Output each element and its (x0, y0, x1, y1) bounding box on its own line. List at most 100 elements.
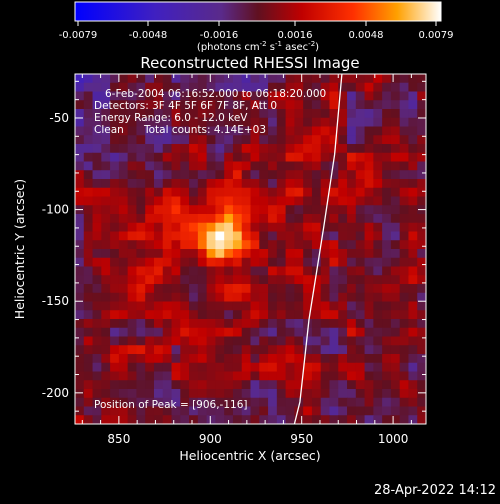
heatmap-cell (355, 415, 366, 424)
heatmap-cell (241, 214, 252, 224)
heatmap-cell (101, 126, 111, 136)
heatmap-cell (224, 196, 234, 206)
heatmap-cell (162, 205, 173, 215)
heatmap-cell (118, 292, 129, 303)
heatmap-cell (232, 196, 243, 206)
heatmap-cell (110, 257, 120, 268)
heatmap-cell (171, 406, 181, 416)
heatmap-cell (110, 275, 120, 285)
heatmap-cell (276, 74, 287, 84)
heatmap-cell (382, 345, 392, 355)
heatmap-cell (101, 415, 111, 424)
heatmap-cell (329, 82, 339, 93)
heatmap-cell (92, 275, 102, 285)
heatmap-cell (224, 231, 234, 241)
heatmap-cell (145, 389, 155, 399)
heatmap-cell (232, 249, 243, 259)
heatmap-cell (92, 354, 102, 364)
heatmap-cell (320, 231, 331, 241)
heatmap-cell (329, 196, 339, 206)
heatmap-cell (408, 135, 418, 145)
heatmap-cell (92, 327, 102, 338)
heatmap-cell (373, 179, 383, 189)
heatmap-cell (197, 91, 208, 101)
heatmap-cell (101, 214, 111, 224)
heatmap-cell (189, 214, 199, 224)
heatmap-cell (259, 109, 269, 119)
heatmap-cell (250, 380, 260, 390)
heatmap-cell (276, 187, 287, 198)
heatmap-cell (232, 152, 243, 163)
heatmap-cell (355, 292, 366, 303)
heatmap-cell (338, 196, 348, 206)
heatmap-cell (364, 257, 374, 268)
heatmap-cell (347, 144, 357, 154)
heatmap-cell (153, 310, 164, 320)
heatmap-cell (224, 310, 234, 320)
heatmap-cell (136, 257, 146, 268)
heatmap-cell (382, 406, 392, 416)
heatmap-cell (285, 249, 295, 259)
heatmap-cell (364, 354, 374, 364)
info-peak-position: Position of Peak = [906,-116] (94, 399, 248, 411)
heatmap-cell (127, 240, 138, 250)
heatmap-cell (83, 82, 94, 93)
heatmap-cell (303, 152, 313, 163)
heatmap-cell (110, 284, 120, 294)
heatmap-cell (338, 117, 348, 128)
heatmap-cell (171, 266, 181, 276)
heatmap-cell (268, 187, 278, 198)
heatmap-cell (136, 292, 146, 303)
heatmap-cell (382, 74, 392, 84)
heatmap-cell (250, 336, 260, 346)
heatmap-cell (285, 82, 295, 93)
heatmap-cell (373, 301, 383, 311)
heatmap-cell (408, 82, 418, 93)
heatmap-cell (145, 275, 155, 285)
heatmap-cell (92, 310, 102, 320)
heatmap-cell (92, 362, 102, 373)
heatmap-cell (268, 319, 278, 329)
heatmap-cell (347, 415, 357, 424)
heatmap-cell (162, 82, 173, 93)
heatmap-cell (110, 179, 120, 189)
heatmap-cell (303, 319, 313, 329)
heatmap-cell (417, 371, 426, 381)
heatmap-cell (206, 362, 217, 373)
heatmap-cell (127, 100, 138, 110)
heatmap-cell (276, 240, 287, 250)
heatmap-cell (250, 249, 260, 259)
heatmap-cell (268, 74, 278, 84)
heatmap-cell (417, 292, 426, 303)
heatmap-cell (189, 152, 199, 163)
heatmap-cell (189, 292, 199, 303)
heatmap-cell (347, 74, 357, 84)
heatmap-cell (355, 257, 366, 268)
heatmap-cell (189, 135, 199, 145)
heatmap-cell (373, 214, 383, 224)
heatmap-cell (206, 327, 217, 338)
heatmap-cell (373, 117, 383, 128)
heatmap-cell (145, 354, 155, 364)
heatmap-cell (259, 100, 269, 110)
heatmap-cell (303, 380, 313, 390)
heatmap-cell (206, 292, 217, 303)
heatmap-cell (241, 187, 252, 198)
heatmap-cell (197, 292, 208, 303)
heatmap-cell (390, 135, 401, 145)
heatmap-cell (224, 380, 234, 390)
heatmap-cell (311, 284, 322, 294)
heatmap-cell (101, 222, 111, 233)
heatmap-cell (75, 161, 85, 171)
heatmap-cell (145, 327, 155, 338)
heatmap-cell (250, 152, 260, 163)
heatmap-cell (382, 415, 392, 424)
heatmap-cell (259, 196, 269, 206)
heatmap-cell (399, 345, 410, 355)
heatmap-cell (162, 362, 173, 373)
heatmap-cell (329, 74, 339, 84)
heatmap-cell (136, 74, 146, 84)
heatmap-cell (303, 144, 313, 154)
heatmap-cell (145, 345, 155, 355)
heatmap-cell (408, 371, 418, 381)
